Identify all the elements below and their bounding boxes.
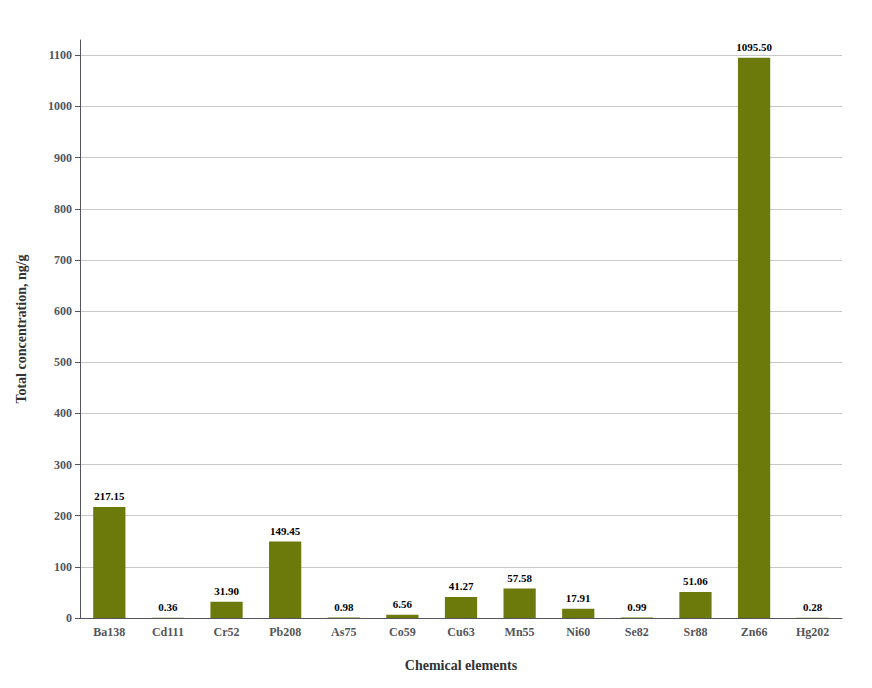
svg-text:As75: As75 [331, 625, 356, 639]
svg-text:1095.50: 1095.50 [736, 41, 772, 53]
svg-text:900: 900 [54, 151, 72, 165]
svg-text:Mn55: Mn55 [505, 625, 535, 639]
svg-text:17.91: 17.91 [566, 592, 591, 604]
svg-text:Pb208: Pb208 [269, 625, 301, 639]
svg-text:0.36: 0.36 [158, 601, 178, 613]
svg-text:Chemical elements: Chemical elements [405, 658, 518, 673]
svg-text:700: 700 [54, 253, 72, 267]
svg-text:Total concentration, ng/g: Total concentration, ng/g [14, 254, 29, 403]
svg-text:1100: 1100 [49, 48, 72, 62]
svg-text:0.28: 0.28 [803, 601, 823, 613]
svg-text:0: 0 [66, 611, 72, 625]
svg-text:Ba138: Ba138 [93, 625, 125, 639]
svg-text:Cu63: Cu63 [447, 625, 474, 639]
svg-text:1000: 1000 [48, 99, 72, 113]
svg-text:300: 300 [54, 458, 72, 472]
svg-text:Ni60: Ni60 [566, 625, 590, 639]
svg-text:41.27: 41.27 [449, 580, 474, 592]
svg-text:Hg202: Hg202 [796, 625, 829, 639]
svg-text:6.56: 6.56 [393, 598, 413, 610]
svg-text:Cd111: Cd111 [152, 625, 184, 639]
svg-text:600: 600 [54, 304, 72, 318]
svg-text:Zn66: Zn66 [741, 625, 768, 639]
svg-text:51.06: 51.06 [683, 575, 708, 587]
svg-text:57.58: 57.58 [507, 572, 532, 584]
svg-text:Cr52: Cr52 [214, 625, 240, 639]
svg-text:500: 500 [54, 355, 72, 369]
svg-text:217.15: 217.15 [94, 490, 125, 502]
svg-text:800: 800 [54, 202, 72, 216]
svg-text:400: 400 [54, 406, 72, 420]
svg-text:0.98: 0.98 [334, 601, 354, 613]
svg-text:Co59: Co59 [389, 625, 416, 639]
svg-text:0.99: 0.99 [627, 601, 647, 613]
svg-text:200: 200 [54, 509, 72, 523]
svg-text:Sr88: Sr88 [683, 625, 707, 639]
svg-text:Se82: Se82 [625, 625, 649, 639]
svg-text:149.45: 149.45 [270, 525, 301, 537]
svg-text:31.90: 31.90 [214, 585, 239, 597]
svg-text:100: 100 [54, 560, 72, 574]
